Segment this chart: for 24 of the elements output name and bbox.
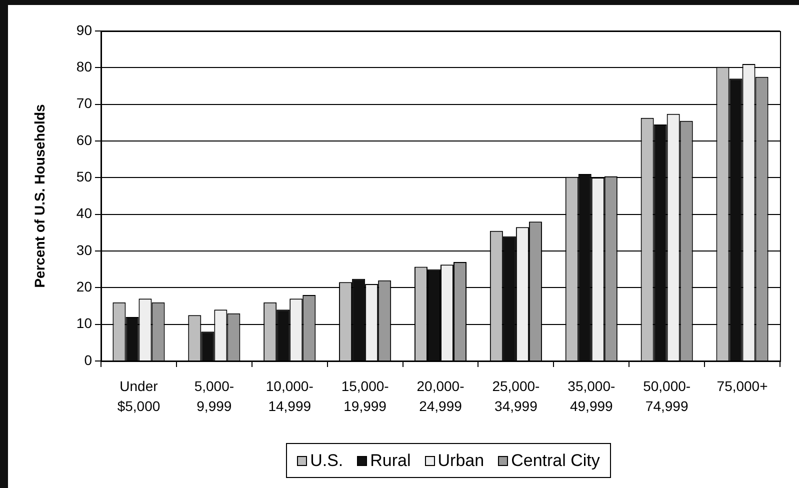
y-tick-label: 60: [76, 132, 92, 148]
x-tick-label: 5,000-9,999: [194, 378, 234, 414]
y-axis-title: Percent of U.S. Households: [31, 104, 48, 288]
y-tick-label: 80: [76, 58, 92, 75]
x-tick-label: 20,000-24,999: [416, 378, 465, 414]
legend-label: Central City: [511, 451, 600, 470]
x-tick-label: Under $5,000: [117, 378, 160, 414]
x-tick-label: 50,000-74,999: [643, 378, 691, 414]
legend-label: Urban: [438, 451, 484, 470]
x-tick-label: 75,000+: [716, 378, 768, 394]
y-tick-label: 70: [76, 95, 92, 112]
y-tick-label: 30: [76, 242, 92, 258]
x-tick-label: 35,000-49,999: [568, 378, 616, 414]
y-tick-label: 20: [76, 278, 92, 295]
legend-label: U.S.: [310, 451, 344, 470]
y-tick-label: 10: [76, 315, 92, 332]
x-tick-label: 10,000-14,999: [266, 378, 314, 414]
legend-label: Rural: [370, 451, 411, 470]
y-tick-label: 50: [76, 168, 92, 185]
x-tick-label: 25,000-34,999: [492, 378, 540, 414]
x-tick-label: 15,000-19,999: [341, 378, 390, 414]
y-tick-label: 0: [84, 352, 92, 368]
y-tick-label: 90: [76, 22, 92, 38]
y-tick-label: 40: [76, 205, 92, 222]
